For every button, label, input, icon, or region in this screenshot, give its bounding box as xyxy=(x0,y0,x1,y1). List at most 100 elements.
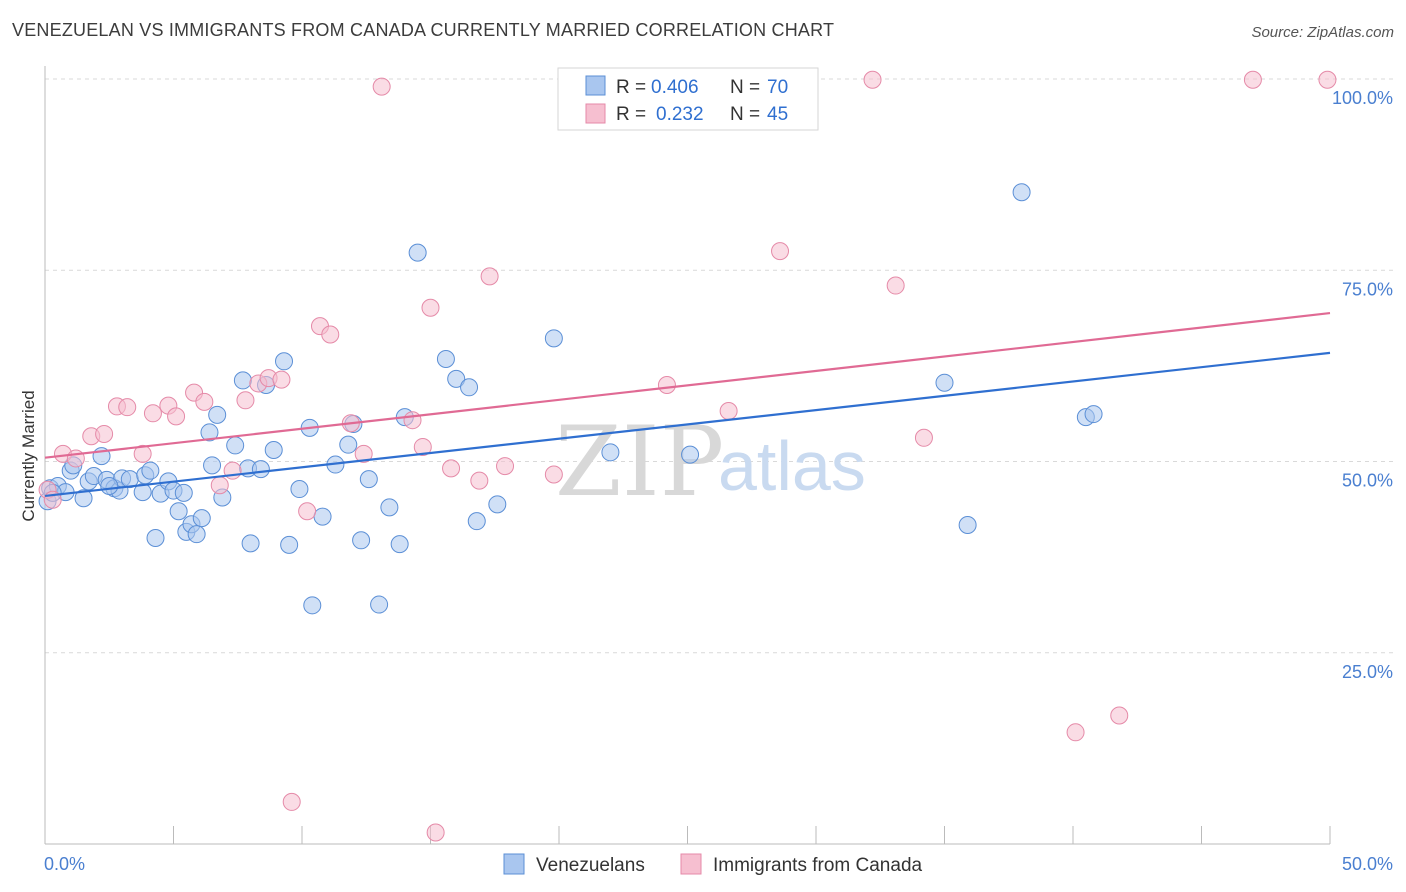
canada-point xyxy=(236,391,255,410)
venezuelans-point xyxy=(275,352,294,371)
grid-lines xyxy=(45,78,1395,654)
canada-point xyxy=(470,471,489,490)
venezuelans-point xyxy=(241,534,260,553)
x-tick-label-max: 50.0% xyxy=(1342,854,1393,874)
venezuelans-point xyxy=(169,502,188,521)
venezuelans-trend-line xyxy=(44,351,1331,498)
stats-legend: R = 0.406 N = 70 R = 0.232 N = 45 xyxy=(557,67,819,131)
axes xyxy=(44,66,1331,845)
venezuelans-point xyxy=(390,535,409,554)
canada-point xyxy=(1318,70,1337,89)
series-legend: Venezuelans Immigrants from Canada xyxy=(503,853,923,876)
venezuelans-point xyxy=(203,456,222,475)
canada-point xyxy=(914,428,933,447)
venezuelans-point xyxy=(187,525,206,544)
venezuelans-point xyxy=(192,509,211,528)
venezuelans-point xyxy=(408,243,427,262)
canada-point xyxy=(195,392,214,411)
chart-title: VENEZUELAN VS IMMIGRANTS FROM CANADA CUR… xyxy=(12,20,835,40)
venezuelans-point xyxy=(233,371,252,390)
legend-n-label-1: N = xyxy=(730,104,760,125)
y-axis-label: Currently Married xyxy=(19,390,38,521)
watermark-zip: ZIP xyxy=(555,406,724,518)
venezuelans-point xyxy=(370,595,389,614)
legend-swatch-canada xyxy=(585,103,606,124)
canada-point xyxy=(133,444,152,463)
source-credit: Source: ZipAtlas.com xyxy=(1251,24,1394,41)
canada-point xyxy=(118,398,137,417)
venezuelans-point xyxy=(467,512,486,531)
venezuelans-point xyxy=(359,470,378,489)
canada-point xyxy=(719,402,738,421)
legend-r-value-1: 0.232 xyxy=(656,104,704,125)
canada-point xyxy=(321,325,340,344)
watermark-atlas: atlas xyxy=(718,427,866,505)
venezuelans-point xyxy=(74,489,93,508)
venezuelans-point xyxy=(544,329,563,348)
venezuelans-point xyxy=(958,515,977,534)
venezuelans-point xyxy=(352,531,371,550)
bottom-legend-label-canada: Immigrants from Canada xyxy=(713,855,923,876)
canada-point xyxy=(354,444,373,463)
canada-point xyxy=(1243,70,1262,89)
canada-trend-line xyxy=(44,311,1331,459)
venezuelans-point xyxy=(488,495,507,514)
canada-point xyxy=(544,465,563,484)
venezuelans-point xyxy=(460,378,479,397)
canada-point xyxy=(1110,706,1129,725)
venezuelans-point xyxy=(313,507,332,526)
legend-r-label-1: R = xyxy=(616,104,646,125)
canada-point xyxy=(496,457,515,476)
y-tick-label: 25.0% xyxy=(1342,662,1393,682)
canada-point xyxy=(210,476,229,495)
venezuelans-point xyxy=(1084,405,1103,424)
x-tick-label-min: 0.0% xyxy=(44,854,85,874)
venezuelans-point xyxy=(208,405,227,424)
legend-r-label-0: R = xyxy=(616,77,646,98)
y-tick-label: 50.0% xyxy=(1342,471,1393,491)
canada-point xyxy=(442,459,461,478)
venezuelans-point xyxy=(290,480,309,499)
venezuelans-point xyxy=(146,529,165,547)
tick-labels: 25.0% 50.0% 75.0% 100.0% 0.0% 50.0% xyxy=(44,88,1393,874)
canada-point xyxy=(403,411,422,430)
canada-point xyxy=(413,437,432,456)
venezuelans-point xyxy=(1012,183,1031,202)
canada-point xyxy=(480,267,499,286)
venezuelans-point xyxy=(251,460,270,479)
legend-swatch-venezuelans xyxy=(585,75,606,96)
canada-point xyxy=(167,407,186,426)
y-tick-label: 75.0% xyxy=(1342,279,1393,299)
bottom-legend-label-venezuelans: Venezuelans xyxy=(536,855,645,876)
canada-point xyxy=(421,298,440,317)
canada-point xyxy=(657,376,676,394)
canada-point xyxy=(272,370,291,389)
venezuelans-point xyxy=(174,483,193,502)
canada-point xyxy=(143,404,162,423)
canada-point xyxy=(886,276,905,295)
venezuelans-point xyxy=(447,369,466,388)
venezuelans-point xyxy=(601,443,620,462)
legend-r-value-0: 0.406 xyxy=(651,77,699,98)
canada-point xyxy=(282,792,301,811)
y-tick-label: 100.0% xyxy=(1332,88,1393,108)
bottom-legend-swatch-canada xyxy=(680,853,702,875)
venezuelans-point xyxy=(100,476,119,495)
canada-point xyxy=(1066,723,1085,742)
legend-n-value-0: 70 xyxy=(767,77,788,98)
canada-point xyxy=(426,823,445,842)
venezuelans-point xyxy=(141,461,160,480)
bottom-legend-swatch-venezuelans xyxy=(503,853,525,875)
venezuelans-point xyxy=(264,441,283,460)
venezuelans-point xyxy=(280,535,299,554)
data-points xyxy=(38,70,1337,842)
canada-point xyxy=(95,424,114,443)
venezuelans-point xyxy=(935,373,954,392)
venezuelans-point xyxy=(226,436,245,455)
canada-point xyxy=(863,70,882,89)
venezuelans-point xyxy=(303,596,322,615)
canada-point xyxy=(298,502,317,521)
canada-point xyxy=(372,77,391,96)
venezuelans-point xyxy=(339,435,358,454)
